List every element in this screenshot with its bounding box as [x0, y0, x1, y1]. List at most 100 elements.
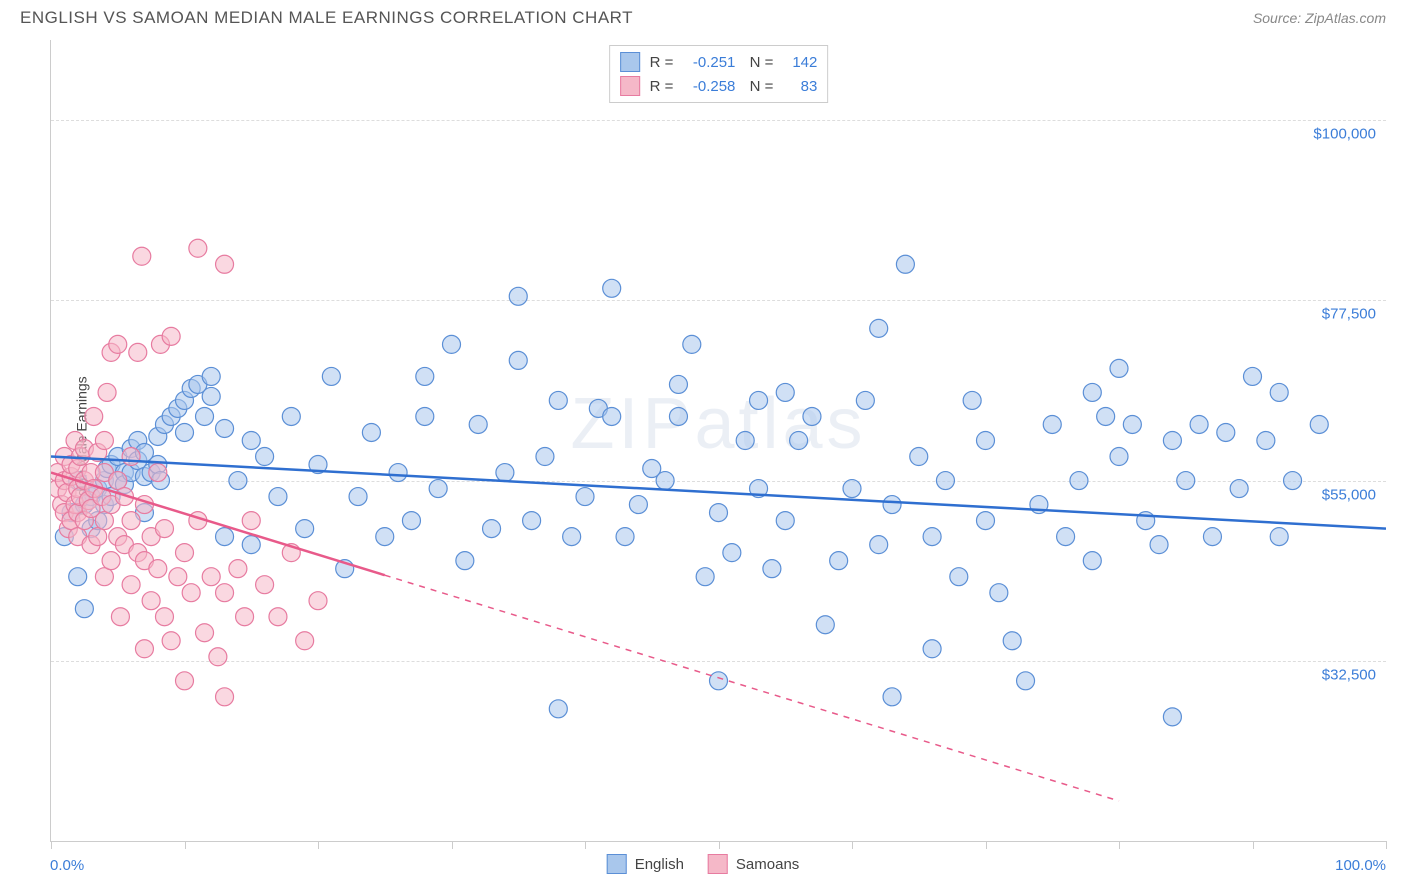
data-point — [85, 407, 103, 425]
data-point — [923, 528, 941, 546]
chart-source: Source: ZipAtlas.com — [1253, 10, 1386, 26]
data-point — [870, 536, 888, 554]
data-point — [162, 327, 180, 345]
data-point — [1003, 632, 1021, 650]
data-point — [242, 432, 260, 450]
data-point — [142, 592, 160, 610]
data-point — [1070, 472, 1088, 490]
data-point — [1230, 480, 1248, 498]
data-point — [216, 584, 234, 602]
data-point — [883, 688, 901, 706]
data-point — [923, 640, 941, 658]
correlation-legend: R = -0.251 N = 142 R = -0.258 N = 83 — [609, 45, 829, 103]
data-point — [883, 496, 901, 514]
series-legend-item: Samoans — [708, 854, 799, 874]
data-point — [1110, 359, 1128, 377]
data-point — [616, 528, 634, 546]
legend-label: Samoans — [736, 856, 799, 873]
data-point — [469, 415, 487, 433]
data-point — [229, 560, 247, 578]
data-point — [1203, 528, 1221, 546]
data-point — [1017, 672, 1035, 690]
data-point — [549, 700, 567, 718]
data-point — [750, 391, 768, 409]
data-point — [416, 367, 434, 385]
data-point — [1163, 708, 1181, 726]
legend-r-label: R = — [650, 54, 674, 71]
legend-label: English — [635, 856, 684, 873]
data-point — [376, 528, 394, 546]
data-point — [282, 407, 300, 425]
data-point — [1057, 528, 1075, 546]
data-point — [977, 512, 995, 530]
data-point — [416, 407, 434, 425]
data-point — [202, 367, 220, 385]
data-point — [242, 536, 260, 554]
data-point — [176, 672, 194, 690]
legend-swatch — [620, 52, 640, 72]
data-point — [122, 512, 140, 530]
data-point — [977, 432, 995, 450]
data-point — [256, 448, 274, 466]
data-point — [111, 608, 129, 626]
data-point — [870, 319, 888, 337]
chart-container: $32,500$55,000$77,500$100,000 ZIPatlas R… — [50, 40, 1386, 842]
data-point — [963, 391, 981, 409]
data-point — [1270, 528, 1288, 546]
legend-n-label: N = — [745, 54, 773, 71]
data-point — [389, 464, 407, 482]
data-point — [349, 488, 367, 506]
data-point — [843, 480, 861, 498]
data-point — [95, 568, 113, 586]
data-point — [443, 335, 461, 353]
legend-r-value: -0.251 — [683, 54, 735, 71]
data-point — [1110, 448, 1128, 466]
data-point — [910, 448, 928, 466]
legend-r-value: -0.258 — [683, 78, 735, 95]
data-point — [576, 488, 594, 506]
data-point — [169, 568, 187, 586]
x-max-label: 100.0% — [1335, 857, 1386, 874]
data-point — [509, 287, 527, 305]
data-point — [129, 343, 147, 361]
data-point — [763, 560, 781, 578]
data-point — [155, 608, 173, 626]
series-legend-item: English — [607, 854, 684, 874]
data-point — [98, 383, 116, 401]
data-point — [89, 528, 107, 546]
scatter-plot — [51, 40, 1386, 841]
data-point — [189, 239, 207, 257]
data-point — [402, 512, 420, 530]
legend-n-value: 83 — [783, 78, 817, 95]
data-point — [202, 568, 220, 586]
data-point — [603, 407, 621, 425]
data-point — [656, 472, 674, 490]
data-point — [176, 544, 194, 562]
data-point — [1217, 423, 1235, 441]
data-point — [896, 255, 914, 273]
legend-n-value: 142 — [783, 54, 817, 71]
legend-swatch — [708, 854, 728, 874]
data-point — [69, 568, 87, 586]
data-point — [803, 407, 821, 425]
data-point — [1163, 432, 1181, 450]
data-point — [1244, 367, 1262, 385]
data-point — [429, 480, 447, 498]
data-point — [109, 472, 127, 490]
data-point — [830, 552, 848, 570]
data-point — [256, 576, 274, 594]
data-point — [936, 472, 954, 490]
data-point — [242, 512, 260, 530]
data-point — [95, 512, 113, 530]
data-point — [229, 472, 247, 490]
data-point — [95, 432, 113, 450]
data-point — [1190, 415, 1208, 433]
data-point — [1310, 415, 1328, 433]
data-point — [209, 648, 227, 666]
data-point — [776, 383, 794, 401]
data-point — [776, 512, 794, 530]
data-point — [990, 584, 1008, 602]
data-point — [856, 391, 874, 409]
data-point — [196, 407, 214, 425]
data-point — [1270, 383, 1288, 401]
